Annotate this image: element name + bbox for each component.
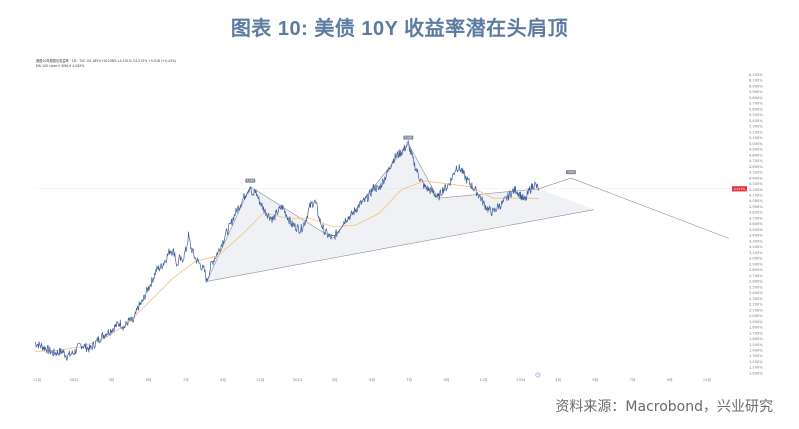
- y-tick-label: 6.000%: [749, 84, 763, 88]
- x-tick-label: 7月: [183, 377, 189, 382]
- y-tick-label: 3.500%: [749, 228, 763, 232]
- x-tick-label: 7月: [406, 377, 412, 382]
- plot-area: 4.248 5.000 4.400: [34, 135, 745, 362]
- time-marker-icon: [535, 372, 541, 378]
- x-tick-label: 2022: [70, 378, 79, 382]
- y-tick-label: 1.700%: [749, 331, 763, 335]
- x-tick-label: 2023: [293, 378, 302, 382]
- peak-label-box: [403, 135, 414, 140]
- y-tick-label: 1.300%: [749, 354, 763, 358]
- y-tick-label: 5.400%: [749, 119, 763, 123]
- legend-line-1: 美国10年期国债收益率 · 1D · TVC O4.185% H4.238% L…: [36, 58, 176, 63]
- y-tick-label: 3.200%: [749, 245, 763, 249]
- x-tick-label: 9月: [220, 377, 226, 382]
- y-tick-label: 1.500%: [749, 343, 763, 347]
- y-tick-label: 2.600%: [749, 280, 763, 284]
- x-tick-label: 3月: [108, 377, 114, 382]
- y-tick-label: 4.400%: [749, 176, 763, 180]
- y-tick-label: 1.100%: [749, 366, 763, 370]
- y-tick-label: 4.800%: [749, 153, 763, 157]
- peak-label: 4.248: [245, 178, 256, 183]
- source-note: 资料来源：Macrobond，兴业研究: [555, 399, 773, 415]
- price-line: [34, 139, 540, 362]
- y-tick-label: 4.600%: [749, 165, 763, 169]
- y-tick-label: 5.700%: [749, 102, 763, 106]
- y-tick-label: 1.000%: [749, 371, 763, 375]
- y-tick-label: 5.600%: [749, 107, 763, 111]
- chart-frame: 美国10年期国债收益率 · 1D · TVC O4.185% H4.238% L…: [33, 55, 767, 388]
- x-tick-label: 7月: [630, 377, 636, 382]
- last-price-badge: 4.213%: [732, 186, 747, 192]
- y-tick-label: 5.500%: [749, 113, 763, 117]
- x-tick-label: 9月: [443, 377, 449, 382]
- y-tick-label: 2.300%: [749, 297, 763, 301]
- x-tick-label: 11月: [703, 377, 711, 382]
- y-tick-label: 4.700%: [749, 159, 763, 163]
- y-tick-label: 4.300%: [749, 182, 763, 186]
- y-tick-label: 2.800%: [749, 268, 763, 272]
- peak-label-text: 4.248: [247, 179, 255, 183]
- y-tick-label: 5.100%: [749, 136, 763, 140]
- y-tick-label: 1.200%: [749, 360, 763, 364]
- y-tick-label: 2.100%: [749, 308, 763, 312]
- y-tick-label: 3.700%: [749, 216, 763, 220]
- y-tick-label: 4.900%: [749, 148, 763, 152]
- y-tick-label: 4.000%: [749, 199, 763, 203]
- y-tick-label: 2.000%: [749, 314, 763, 318]
- y-tick-label: 4.200%: [749, 188, 763, 192]
- peak-label-text: 5.000: [405, 136, 413, 140]
- x-tick-label: 3月: [555, 377, 561, 382]
- x-tick-label: 9月: [667, 377, 673, 382]
- x-axis: 11月 2022 3月 5月 7月 9月 11月 2023 3月 5月 7月 9月 11月 2024 3月 5…: [33, 372, 711, 382]
- x-tick-label: 11月: [256, 377, 264, 382]
- y-tick-label: 2.400%: [749, 291, 763, 295]
- head-shoulders-path: [206, 143, 730, 282]
- x-tick-label: 11月: [33, 377, 41, 382]
- y-tick-label: 3.000%: [749, 257, 763, 261]
- x-tick-label: 5月: [146, 377, 152, 382]
- y-tick-label: 3.800%: [749, 211, 763, 215]
- y-axis: 1.000%1.100% 1.200% 1.300% 1.400%1.500% 1.60…: [732, 73, 763, 375]
- x-tick-label: 3月: [332, 377, 338, 382]
- y-tick-label: 2.900%: [749, 262, 763, 266]
- peak-label-text: 4.400: [567, 170, 575, 174]
- last-price-badge-text: 4.213%: [734, 187, 746, 191]
- y-tick-label: 1.600%: [749, 337, 763, 341]
- y-tick-label: 6.200%: [749, 73, 763, 77]
- yield-chart: 美国10年期国债收益率 · 1D · TVC O4.185% H4.238% L…: [33, 55, 767, 388]
- y-tick-label: 2.500%: [749, 285, 763, 289]
- y-tick-label: 4.100%: [749, 193, 763, 197]
- y-tick-label: 3.300%: [749, 239, 763, 243]
- peak-label-box: [245, 178, 256, 183]
- y-tick-label: 1.800%: [749, 326, 763, 330]
- legend-line-2: MA 100 close 0 SMA 9 4.045%: [36, 64, 84, 68]
- peak-label: 4.400: [565, 170, 576, 175]
- y-tick-label: 4.500%: [749, 171, 763, 175]
- y-tick-label: 3.600%: [749, 222, 763, 226]
- y-tick-label: 2.200%: [749, 303, 763, 307]
- y-tick-label: 5.200%: [749, 130, 763, 134]
- y-tick-label: 6.100%: [749, 79, 763, 83]
- neckline: [206, 209, 594, 282]
- peak-label: 5.000: [403, 135, 414, 140]
- x-tick-label: 2024: [516, 378, 526, 382]
- y-tick-label: 3.400%: [749, 234, 763, 238]
- y-tick-label: 5.900%: [749, 90, 763, 94]
- x-tick-label: 5月: [592, 377, 598, 382]
- y-tick-label: 5.000%: [749, 142, 763, 146]
- y-tick-label: 2.700%: [749, 274, 763, 278]
- x-tick-label: 5月: [369, 377, 375, 382]
- y-tick-label: 5.300%: [749, 125, 763, 129]
- peak-label-box: [565, 170, 576, 175]
- y-tick-label: 5.800%: [749, 96, 763, 100]
- y-tick-label: 1.900%: [749, 320, 763, 324]
- last-price-badge-box: [732, 186, 747, 192]
- y-tick-label: 3.100%: [749, 251, 763, 255]
- pattern-area: [206, 143, 594, 282]
- y-tick-label: 3.900%: [749, 205, 763, 209]
- y-tick-label: 1.400%: [749, 348, 763, 352]
- x-tick-label: 11月: [480, 377, 488, 382]
- page-title: 图表 10: 美债 10Y 收益率潜在头肩顶: [230, 18, 569, 40]
